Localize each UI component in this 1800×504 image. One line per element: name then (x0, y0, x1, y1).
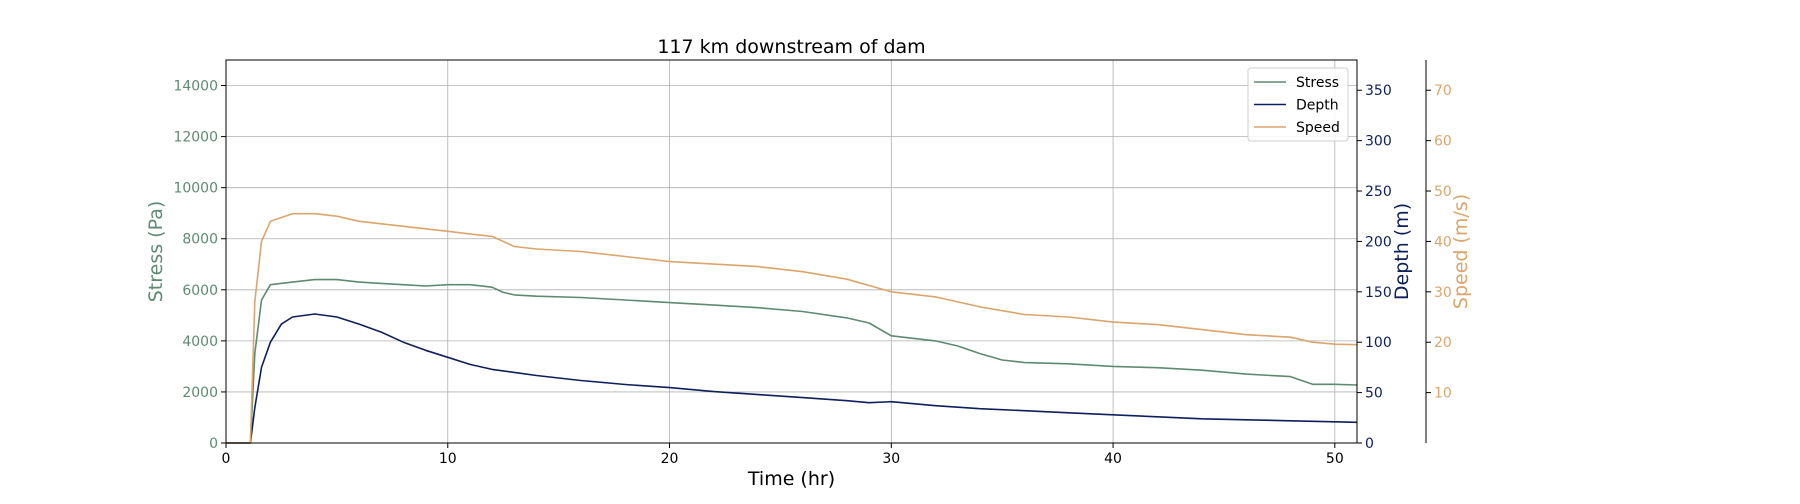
speed-axis-title: Speed (m/s) (1450, 194, 1472, 309)
stress-tick-label: 0 (209, 436, 218, 452)
legend-label-depth: Depth (1296, 98, 1339, 114)
speed-tick-label: 70 (1434, 83, 1452, 99)
depth-tick-label: 250 (1365, 184, 1392, 200)
depth-tick-label: 50 (1365, 386, 1383, 402)
depth-tick-label: 350 (1365, 83, 1392, 99)
series-line-speed (226, 212, 1358, 444)
x-tick-label: 10 (439, 451, 457, 467)
x-tick-label: 30 (882, 451, 900, 467)
stress-tick-label: 14000 (173, 79, 218, 95)
x-tick-label: 50 (1326, 451, 1344, 467)
series-layer (226, 212, 1358, 444)
series-line-depth (226, 313, 1358, 444)
grid-layer (225, 60, 1357, 444)
stress-axis-title: Stress (Pa) (145, 201, 167, 303)
x-axis-title: Time (hr) (747, 468, 835, 490)
speed-tick-label: 40 (1434, 234, 1452, 250)
stress-tick-label: 2000 (182, 385, 218, 401)
depth-tick-label: 300 (1365, 134, 1392, 150)
legend-label-stress: Stress (1296, 75, 1339, 91)
chart-title: 117 km downstream of dam (657, 36, 925, 58)
legend-label-speed: Speed (1296, 120, 1340, 136)
series-line-stress (226, 278, 1358, 444)
depth-tick-label: 0 (1365, 436, 1374, 452)
axes-layer: 0 10 20 30 40 5002000400060008000100001200014… (173, 60, 1452, 467)
plot-frame (225, 59, 1358, 444)
speed-tick-label: 50 (1434, 184, 1452, 200)
x-tick-label: 40 (1104, 451, 1122, 467)
speed-tick-label: 60 (1434, 134, 1452, 150)
stress-tick-label: 6000 (182, 283, 218, 299)
legend: Stress Depth Speed (1247, 67, 1349, 142)
stress-tick-label: 10000 (173, 181, 218, 197)
legend-box (1247, 67, 1349, 142)
speed-tick-label: 20 (1434, 335, 1452, 351)
stress-tick-label: 8000 (182, 232, 218, 248)
speed-tick-label: 10 (1434, 386, 1452, 402)
x-tick-label: 0 (222, 451, 231, 467)
stress-tick-label: 4000 (182, 334, 218, 350)
x-tick-label: 20 (661, 451, 679, 467)
depth-tick-label: 200 (1365, 234, 1392, 250)
speed-tick-label: 30 (1434, 285, 1452, 301)
depth-axis-title: Depth (m) (1391, 203, 1413, 300)
depth-tick-label: 150 (1365, 285, 1392, 301)
stress-tick-label: 12000 (173, 130, 218, 146)
depth-tick-label: 100 (1365, 335, 1392, 351)
